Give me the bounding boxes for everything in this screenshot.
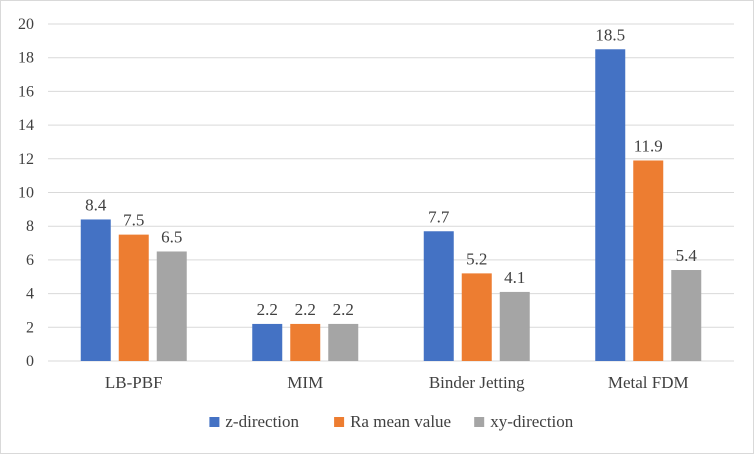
- data-label: 11.9: [634, 136, 663, 155]
- data-label: 7.5: [123, 211, 144, 230]
- data-label: 2.2: [257, 300, 278, 319]
- y-tick-label: 0: [26, 353, 34, 370]
- y-tick-label: 18: [18, 50, 34, 67]
- y-tick-label: 8: [26, 218, 34, 235]
- y-tick-label: 20: [18, 16, 34, 33]
- x-tick-label: LB-PBF: [105, 373, 163, 392]
- bar: [499, 291, 530, 361]
- y-tick-label: 12: [18, 151, 34, 168]
- y-tick-label: 4: [26, 286, 34, 303]
- legend-swatch: [334, 417, 345, 427]
- y-tick-label: 2: [26, 319, 34, 336]
- legend-swatch: [209, 417, 220, 427]
- bar: [595, 49, 626, 362]
- bar: [80, 219, 111, 361]
- data-label: 4.1: [504, 268, 525, 287]
- bar: [633, 160, 664, 361]
- legend-label: xy-direction: [490, 412, 574, 431]
- bar: [252, 323, 283, 361]
- data-label: 5.2: [466, 249, 487, 268]
- bar: [461, 273, 492, 361]
- bar: [328, 323, 359, 361]
- x-tick-label: Metal FDM: [608, 373, 689, 392]
- x-tick-label: Binder Jetting: [429, 373, 525, 392]
- y-tick-label: 6: [26, 252, 34, 269]
- data-label: 5.4: [676, 246, 698, 265]
- legend-swatch: [474, 417, 485, 427]
- data-label: 7.7: [428, 207, 450, 226]
- y-tick-label: 14: [18, 117, 34, 134]
- y-tick-label: 16: [18, 83, 34, 100]
- data-label: 2.2: [295, 300, 316, 319]
- bar: [290, 323, 321, 361]
- legend-label: z-direction: [225, 412, 299, 431]
- data-label: 8.4: [85, 195, 107, 214]
- bar: [156, 251, 187, 361]
- bar: [671, 270, 702, 361]
- x-tick-label: MIM: [287, 373, 323, 392]
- data-label: 2.2: [333, 300, 354, 319]
- data-label: 6.5: [161, 227, 182, 246]
- y-tick-label: 10: [18, 185, 34, 202]
- bar: [118, 234, 149, 361]
- bar: [423, 231, 454, 361]
- data-label: 18.5: [595, 25, 625, 44]
- legend-label: Ra mean value: [350, 412, 451, 431]
